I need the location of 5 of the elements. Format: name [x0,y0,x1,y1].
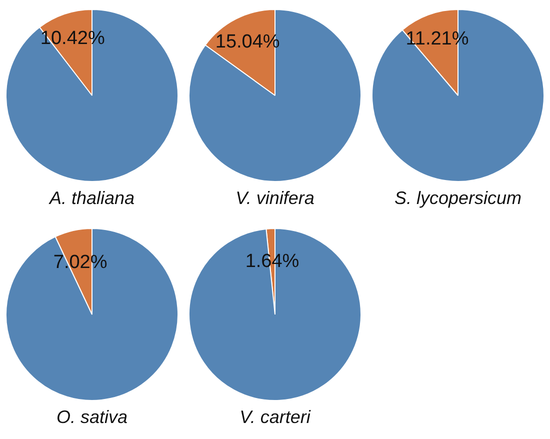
text: A. thaliana [48,188,135,208]
text: V. carteri [240,406,312,427]
text: S. lycopersicum [394,188,522,208]
text: V. vinifera [236,188,314,208]
text: O. sativa [56,406,128,427]
